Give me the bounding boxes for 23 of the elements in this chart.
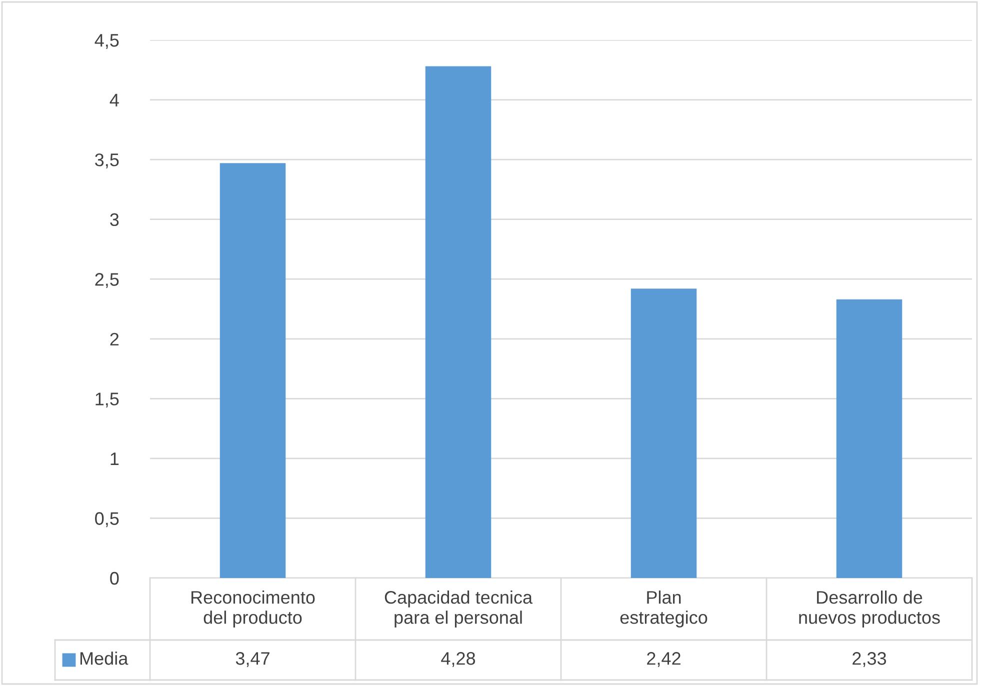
bar <box>220 163 286 578</box>
y-tick-label: 3,5 <box>95 153 119 168</box>
data-label: 2,42 <box>647 652 680 667</box>
legend-label: Media <box>80 652 128 665</box>
y-tick-label: 4 <box>110 94 119 106</box>
bar <box>836 299 902 578</box>
y-tick-label: 2,5 <box>95 273 119 288</box>
y-tick-label: 1,5 <box>96 392 119 408</box>
x-tick-label: Reconocimento del producto <box>192 590 315 628</box>
x-tick-label: Desarrollo de nuevos productos <box>799 590 940 628</box>
data-label: 2,33 <box>852 652 886 667</box>
bar <box>630 288 697 578</box>
y-tick-label: 0 <box>110 572 119 585</box>
y-tick-label: 2 <box>110 332 119 346</box>
data-label: 4,28 <box>441 652 476 667</box>
x-tick-label: Plan estrategico <box>620 590 708 628</box>
x-tick-label: Capacidad tecnica para el personal <box>384 590 533 628</box>
bar <box>425 66 492 578</box>
y-tick-label: 4,5 <box>94 34 119 49</box>
y-tick-label: 0,5 <box>95 512 119 528</box>
data-label: 3,47 <box>236 652 270 667</box>
y-tick-label: 3 <box>110 213 119 226</box>
y-tick-label: 1 <box>110 452 119 465</box>
